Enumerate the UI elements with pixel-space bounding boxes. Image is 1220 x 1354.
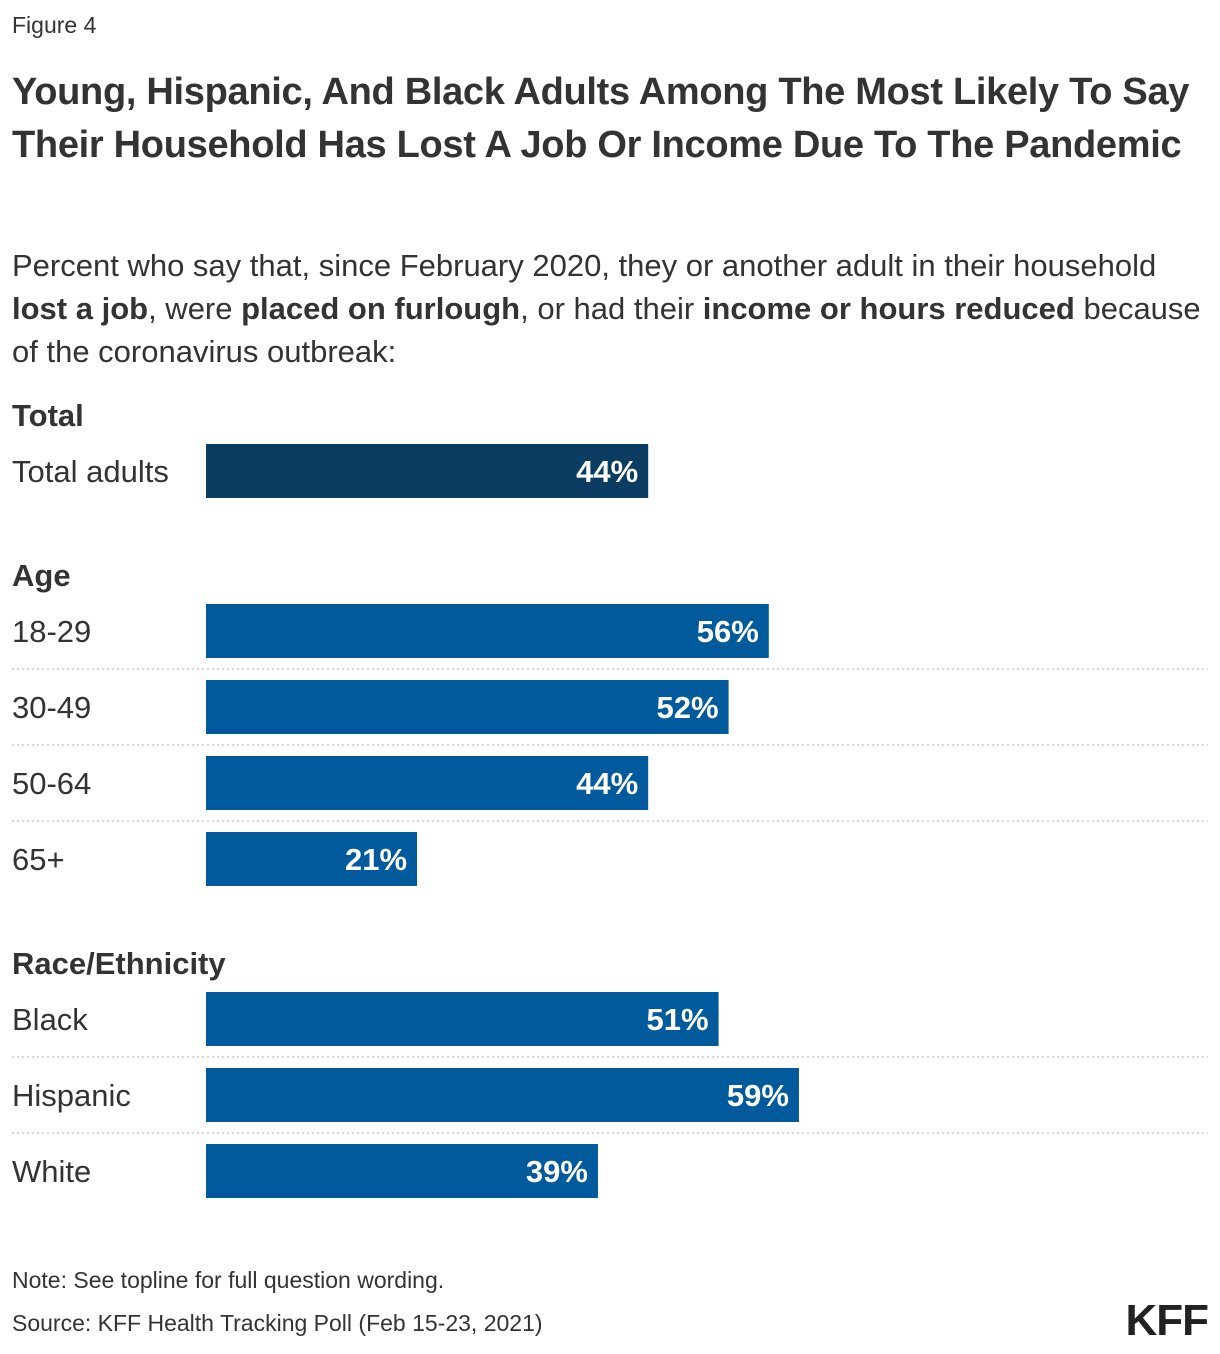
category-label: Total adults	[12, 454, 169, 489]
kff-logo: KFF	[1125, 1296, 1209, 1345]
bar-value-label: 51%	[647, 1002, 709, 1037]
chart-title: Young, Hispanic, And Black Adults Among …	[12, 71, 1190, 166]
bar	[206, 992, 719, 1046]
category-label: White	[12, 1154, 91, 1189]
category-label: Hispanic	[12, 1078, 131, 1113]
bar-value-label: 21%	[345, 842, 407, 877]
bar	[206, 1068, 799, 1122]
bar	[206, 604, 769, 658]
chart-note: Note: See topline for full question word…	[12, 1267, 445, 1293]
category-label: 18-29	[12, 614, 91, 649]
bar-value-label: 52%	[657, 690, 719, 725]
bar-value-label: 39%	[526, 1154, 588, 1189]
chart-subtitle: Percent who say that, since February 202…	[12, 248, 1201, 369]
bar	[206, 832, 418, 886]
bar	[206, 444, 649, 498]
category-label: Black	[12, 1002, 88, 1037]
bar-value-label: 44%	[576, 454, 638, 489]
bar-value-label: 44%	[576, 766, 638, 801]
chart-source: Source: KFF Health Tracking Poll (Feb 15…	[12, 1310, 543, 1336]
group-header: Age	[12, 558, 71, 593]
bar	[206, 756, 649, 810]
bar-value-label: 56%	[697, 614, 759, 649]
bar	[206, 680, 729, 734]
group-header: Total	[12, 398, 84, 433]
figure-label: Figure 4	[12, 12, 97, 38]
bar-chart: Total Total adults 44% Age 18-29 56% 30-49 52% 5…	[12, 398, 1208, 1198]
category-label: 30-49	[12, 690, 91, 725]
bar	[206, 1144, 598, 1198]
category-label: 50-64	[12, 766, 91, 801]
group-header: Race/Ethnicity	[12, 946, 226, 981]
bar-value-label: 59%	[727, 1078, 789, 1113]
category-label: 65+	[12, 842, 65, 877]
